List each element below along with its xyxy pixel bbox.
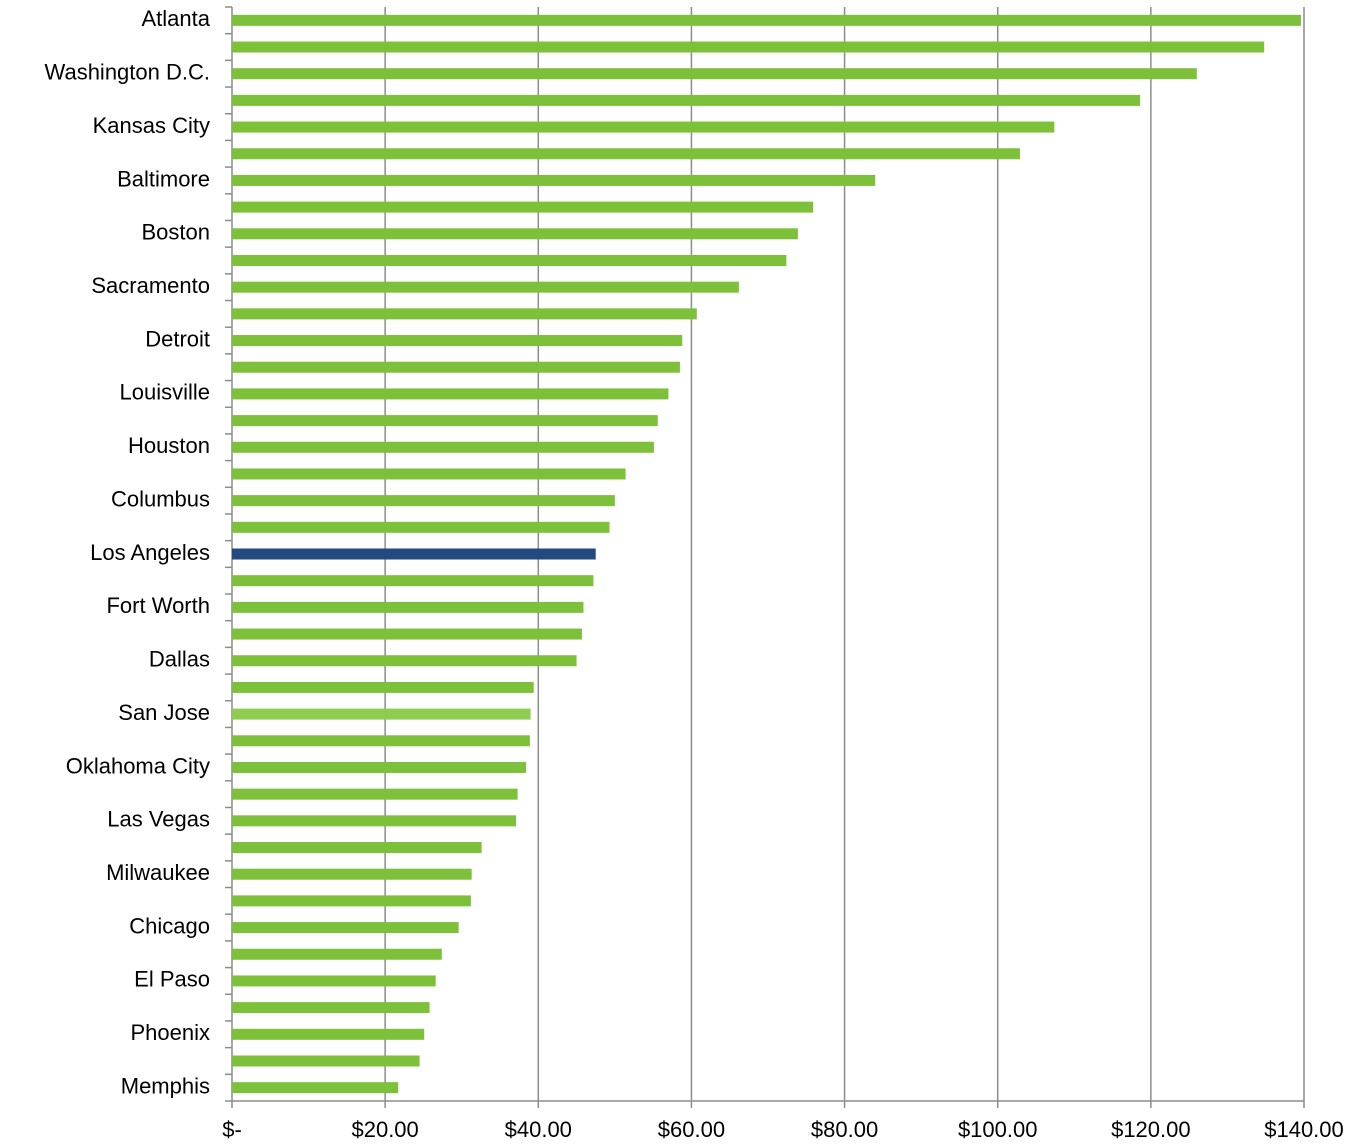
bar bbox=[232, 1082, 399, 1094]
bar bbox=[232, 975, 436, 987]
y-tick-label: El Paso bbox=[134, 967, 210, 992]
bar bbox=[232, 815, 517, 827]
bar bbox=[232, 1002, 430, 1014]
bar bbox=[232, 388, 669, 400]
bar bbox=[232, 735, 530, 747]
bar bbox=[232, 495, 615, 507]
x-tick-label: $40.00 bbox=[505, 1117, 572, 1142]
bar bbox=[232, 415, 658, 427]
y-tick-label: Los Angeles bbox=[90, 540, 210, 565]
bar bbox=[232, 948, 442, 960]
y-tick-label: Houston bbox=[128, 433, 210, 458]
bar bbox=[232, 922, 459, 934]
bar bbox=[232, 308, 697, 320]
y-tick-label: Washington D.C. bbox=[45, 60, 210, 85]
bar bbox=[232, 335, 683, 347]
y-tick-label: Oklahoma City bbox=[66, 753, 210, 778]
y-tick-label: San Jose bbox=[118, 700, 210, 725]
bar bbox=[232, 201, 814, 213]
bar bbox=[232, 41, 1265, 53]
y-tick-label: Atlanta bbox=[142, 6, 211, 31]
y-tick-label: Chicago bbox=[129, 913, 210, 938]
bar bbox=[232, 468, 626, 480]
bar bbox=[232, 1055, 420, 1067]
bar bbox=[232, 174, 876, 186]
x-tick-label: $60.00 bbox=[658, 1117, 725, 1142]
bar bbox=[232, 842, 482, 854]
bar bbox=[232, 575, 594, 587]
bar bbox=[232, 521, 610, 533]
x-tick-label: $100.00 bbox=[958, 1117, 1038, 1142]
bar bbox=[232, 121, 1055, 133]
bar bbox=[232, 761, 527, 773]
x-tick-label: $140.00 bbox=[1264, 1117, 1344, 1142]
y-tick-label: Columbus bbox=[111, 486, 210, 511]
bar bbox=[232, 708, 531, 720]
y-tick-label: Boston bbox=[142, 220, 211, 245]
bar bbox=[232, 788, 518, 800]
bar bbox=[232, 895, 471, 907]
bar bbox=[232, 228, 798, 240]
bar bbox=[232, 254, 787, 266]
y-tick-label: Sacramento bbox=[91, 273, 210, 298]
y-tick-label: Las Vegas bbox=[107, 807, 210, 832]
y-tick-label: Fort Worth bbox=[106, 593, 210, 618]
y-tick-label: Baltimore bbox=[117, 166, 210, 191]
x-tick-label: $80.00 bbox=[811, 1117, 878, 1142]
y-tick-label: Dallas bbox=[149, 647, 210, 672]
y-tick-label: Milwaukee bbox=[106, 860, 210, 885]
bar bbox=[232, 281, 739, 293]
bar bbox=[232, 14, 1301, 26]
bar bbox=[232, 94, 1141, 106]
bar bbox=[232, 601, 584, 613]
bar bbox=[232, 68, 1197, 80]
bar bbox=[232, 441, 654, 453]
bar bbox=[232, 628, 582, 640]
bar bbox=[232, 868, 472, 880]
x-tick-label: $- bbox=[222, 1117, 242, 1142]
y-tick-label: Memphis bbox=[121, 1073, 210, 1098]
y-tick-label: Kansas City bbox=[93, 113, 210, 138]
bar bbox=[232, 681, 534, 693]
bar bbox=[232, 548, 596, 560]
y-tick-label: Louisville bbox=[120, 380, 211, 405]
bar bbox=[232, 655, 577, 667]
bar bbox=[232, 148, 1020, 160]
y-tick-label: Detroit bbox=[145, 326, 210, 351]
y-tick-label: Phoenix bbox=[130, 1020, 210, 1045]
x-tick-label: $120.00 bbox=[1111, 1117, 1191, 1142]
bar bbox=[232, 361, 680, 373]
bar bbox=[232, 1028, 425, 1040]
x-tick-label: $20.00 bbox=[351, 1117, 418, 1142]
